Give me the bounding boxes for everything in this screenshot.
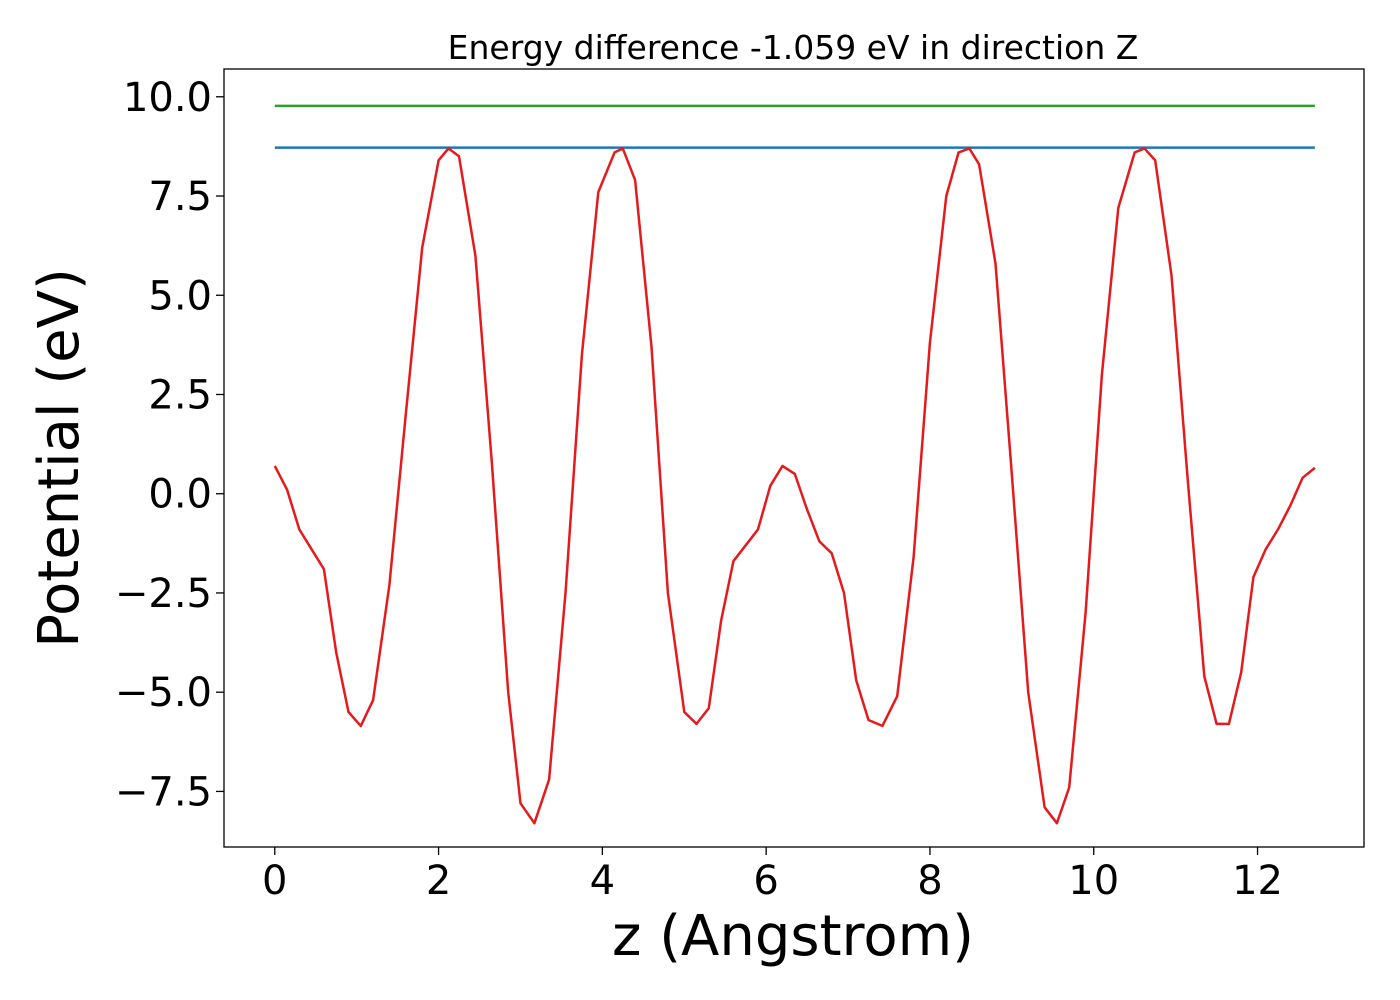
x-axis-ticks: 0 2 4 6 8 10 12 xyxy=(262,847,1283,904)
y-tick-label: 7.5 xyxy=(148,174,212,220)
x-tick-label: 6 xyxy=(753,858,778,904)
plot-area-frame xyxy=(223,68,1365,848)
x-axis-label: z (Angstrom) xyxy=(612,904,974,969)
y-tick-label: 5.0 xyxy=(148,273,212,319)
y-axis-ticks: −7.5 −5.0 −2.5 0.0 2.5 5.0 7.5 10.0 xyxy=(115,75,224,815)
series-group xyxy=(273,104,1316,825)
y-axis-label: Potential (eV) xyxy=(27,268,92,648)
x-tick-label: 8 xyxy=(917,858,942,904)
y-tick-label: −7.5 xyxy=(115,769,212,815)
y-tick-label: −5.0 xyxy=(115,670,212,716)
series-line-2 xyxy=(273,147,1316,825)
y-tick-label: 2.5 xyxy=(148,372,212,418)
y-tick-label: −2.5 xyxy=(115,571,212,617)
x-tick-label: 4 xyxy=(590,858,615,904)
chart-title: Energy difference -1.059 eV in direction… xyxy=(448,28,1139,67)
y-tick-label: 0.0 xyxy=(148,472,212,518)
y-tick-label: 10.0 xyxy=(123,75,212,121)
x-tick-label: 0 xyxy=(262,858,287,904)
x-tick-label: 2 xyxy=(426,858,451,904)
x-tick-label: 10 xyxy=(1068,858,1119,904)
x-tick-label: 12 xyxy=(1232,858,1283,904)
